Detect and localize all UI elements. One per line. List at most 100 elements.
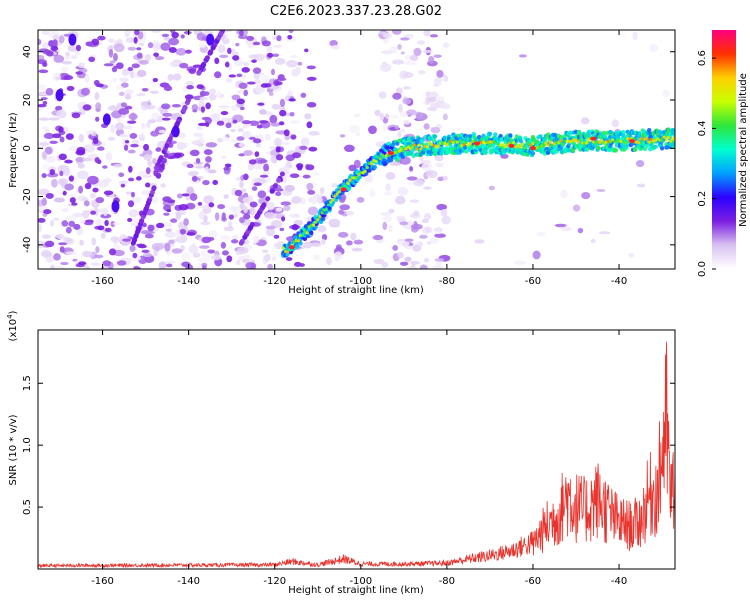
heatmap-cell — [295, 163, 304, 169]
heatmap-cell — [153, 52, 159, 57]
heatmap-cell — [51, 178, 58, 188]
heatmap-cell — [206, 33, 215, 46]
heatmap-cell — [388, 208, 395, 214]
heatmap-cell — [621, 129, 626, 135]
heatmap-cell — [306, 121, 313, 129]
x-tick-label: -60 — [525, 576, 541, 587]
heatmap-cell — [239, 106, 245, 111]
heatmap-cell — [289, 120, 301, 124]
heatmap-cell — [248, 136, 256, 140]
heatmap-cell — [115, 122, 125, 131]
heatmap-cell — [287, 35, 293, 40]
heatmap-cell — [280, 201, 291, 206]
heatmap-cell — [288, 248, 292, 252]
heatmap-cell — [135, 176, 142, 181]
heatmap-cell — [258, 159, 268, 164]
heatmap-cell — [221, 155, 227, 160]
heatmap-cell — [329, 40, 338, 47]
heatmap-cell — [272, 53, 280, 57]
heatmap-cell — [93, 79, 100, 86]
heatmap-cell — [236, 136, 245, 141]
heatmap-cell — [130, 191, 135, 198]
heatmap-cell — [431, 265, 444, 269]
heatmap-cell — [337, 194, 342, 200]
heatmap-cell — [145, 167, 151, 175]
heatmap-cell — [381, 261, 389, 268]
heatmap-cell — [378, 91, 387, 99]
heatmap-cell — [204, 55, 210, 61]
heatmap-cell — [202, 179, 210, 186]
heatmap-cell — [243, 61, 249, 67]
heatmap-cell — [87, 175, 99, 185]
heatmap-cell — [308, 131, 320, 136]
heatmap-cell — [329, 200, 333, 204]
heatmap-cell — [145, 182, 151, 188]
heatmap-cell — [118, 91, 125, 96]
heatmap-cell — [133, 265, 140, 269]
heatmap-cell — [146, 198, 152, 204]
heatmap-cell — [107, 136, 116, 141]
heatmap-cell — [216, 91, 222, 99]
heatmap-cell — [61, 208, 69, 212]
heatmap-cell — [143, 153, 153, 161]
heatmap-cell — [127, 66, 134, 72]
heatmap-cell — [127, 120, 137, 124]
colorbar: 0.0 0.2 0.4 0.6 Normalized spectral amplitu… — [697, 30, 749, 277]
heatmap-cell — [326, 203, 331, 207]
heatmap-cell — [91, 237, 97, 246]
heatmap-cell — [112, 53, 118, 62]
heatmap-cell — [285, 257, 293, 261]
heatmap-cell — [299, 145, 308, 151]
heatmap-cell — [68, 146, 77, 151]
heatmap-cell — [53, 265, 65, 269]
heatmap-cell — [102, 165, 108, 169]
heatmap-cell — [178, 203, 189, 211]
heatmap-cell — [488, 185, 495, 191]
heatmap-cell — [243, 213, 251, 220]
heatmap-cell — [192, 252, 201, 258]
heatmap-cell — [406, 266, 418, 269]
heatmap-cell — [65, 133, 74, 140]
heatmap-cell — [129, 133, 138, 139]
heatmap-cell — [57, 178, 68, 186]
heatmap-cell — [162, 112, 173, 117]
heatmap-cell — [212, 179, 219, 186]
heatmap-cell — [291, 196, 302, 204]
heatmap-cell — [157, 158, 163, 164]
heatmap-cell — [219, 54, 229, 58]
heatmap-cell — [75, 44, 82, 52]
heatmap-cell — [275, 154, 284, 161]
heatmap-cell — [175, 211, 182, 220]
heatmap-cell — [189, 193, 198, 201]
heatmap-cell — [632, 31, 638, 40]
heatmap-cell — [173, 152, 182, 159]
heatmap-cell — [265, 227, 276, 237]
heatmap-cell — [49, 168, 56, 176]
heatmap-cell — [52, 39, 58, 46]
heatmap-cell — [163, 212, 170, 216]
heatmap-cell — [262, 171, 270, 176]
heatmap-cell — [125, 191, 133, 195]
heatmap-cell — [171, 248, 183, 254]
heatmap-cell — [172, 73, 182, 81]
heatmap-cell — [610, 138, 615, 142]
heatmap-cell — [66, 85, 75, 92]
heatmap-cell — [103, 63, 114, 67]
heatmap-cell — [252, 67, 262, 74]
heatmap-cell — [84, 265, 91, 269]
heatmap-cell — [548, 140, 552, 144]
heatmap-cell — [559, 139, 563, 143]
heatmap-cell — [410, 145, 415, 149]
heatmap-cell — [198, 245, 210, 249]
heatmap-cell — [53, 217, 60, 221]
heatmap-cell — [320, 238, 326, 246]
heatmap-cell — [271, 103, 281, 110]
heatmap-cell — [372, 164, 377, 170]
heatmap-cell — [176, 141, 186, 150]
heatmap-cell — [319, 187, 325, 195]
heatmap-cell — [331, 44, 340, 50]
heatmap-cell — [231, 235, 239, 240]
heatmap-cell — [288, 245, 295, 250]
heatmap-cell — [425, 170, 438, 179]
heatmap-cell — [598, 140, 602, 145]
